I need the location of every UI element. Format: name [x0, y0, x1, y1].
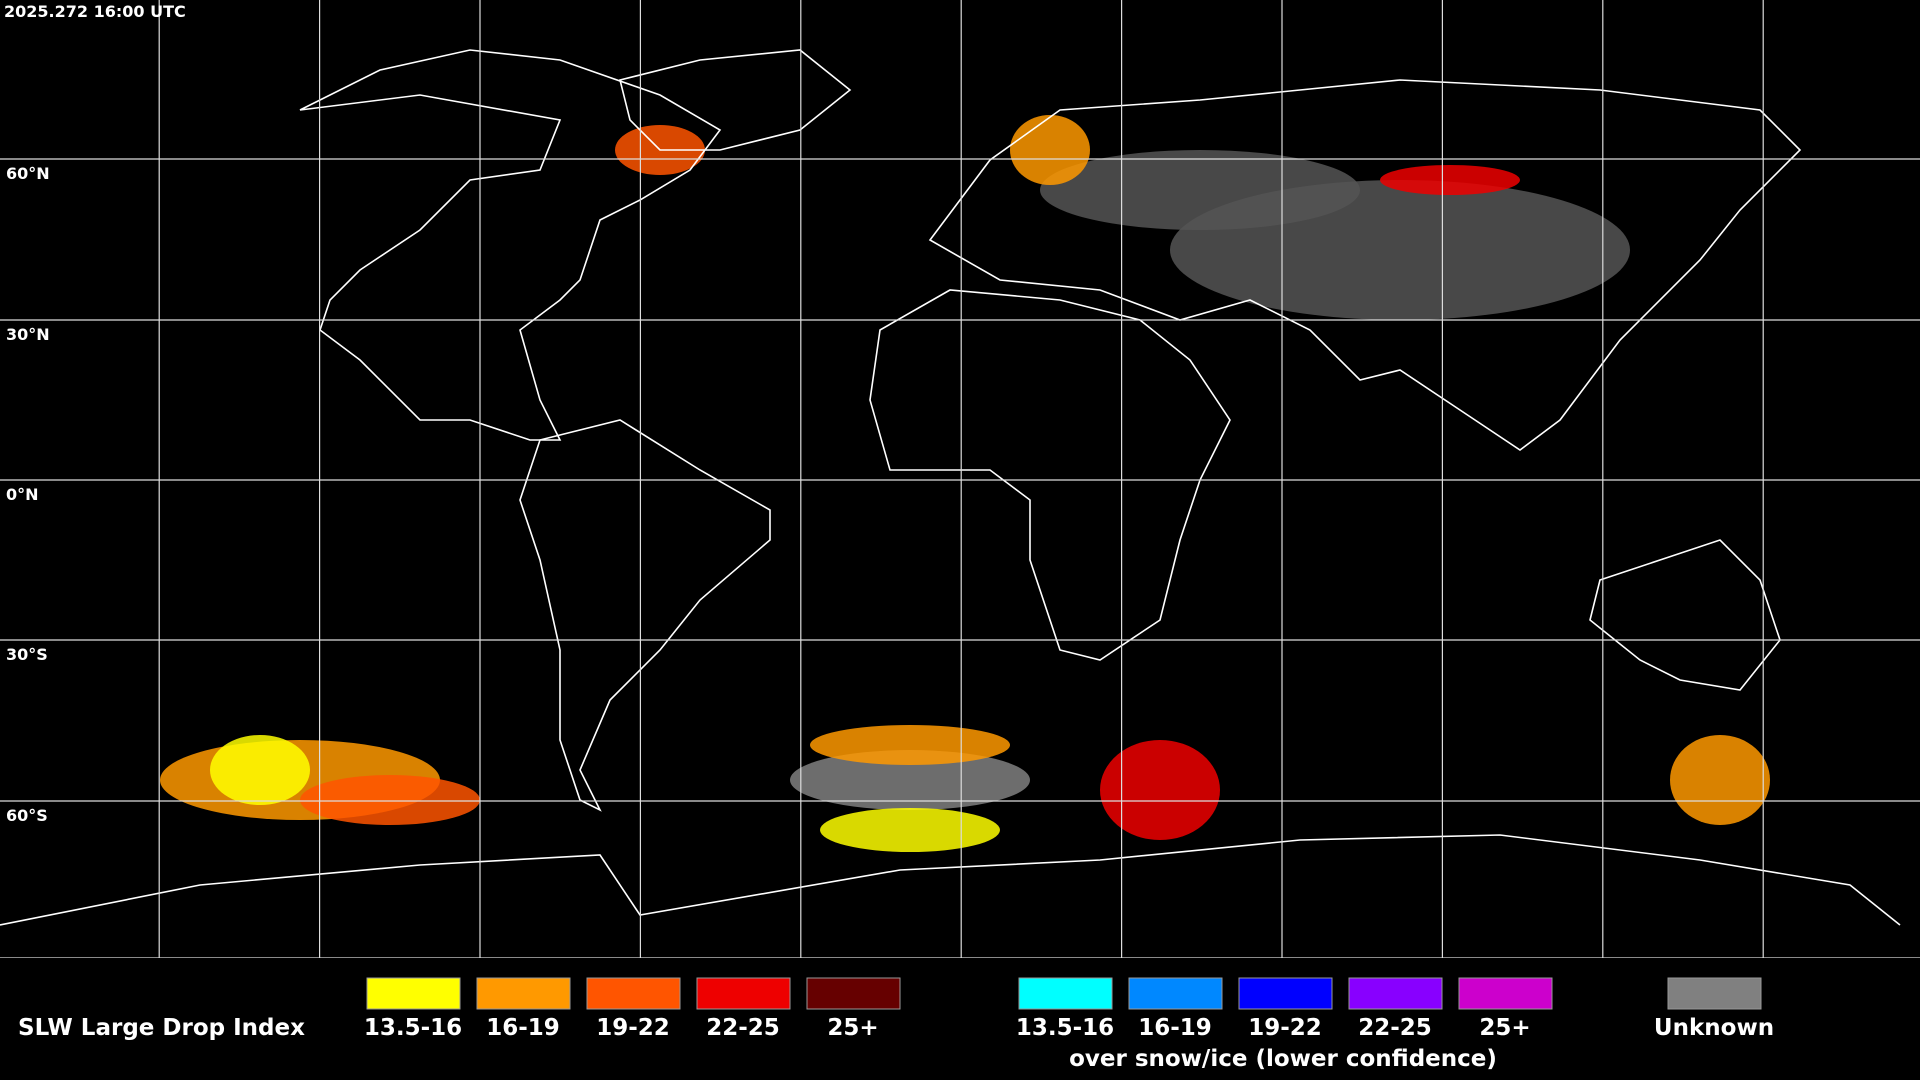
legend-label: 13.5-16: [364, 1015, 462, 1041]
lat-label: 30°S: [6, 645, 48, 664]
lat-label: 30°N: [6, 325, 50, 344]
cloud-field: [820, 808, 1000, 852]
cloud-field: [300, 775, 480, 825]
legend-label: Unknown: [1654, 1015, 1774, 1041]
cloud-field: [1010, 115, 1090, 185]
timestamp: 2025.272 16:00 UTC: [4, 2, 186, 21]
legend-title: SLW Large Drop Index: [18, 1015, 305, 1041]
legend-label: 19-22: [1248, 1015, 1322, 1041]
lat-label: 60°S: [6, 806, 48, 825]
legend-swatch: [1667, 977, 1762, 1010]
coastline-eurasia: [928, 79, 1802, 451]
legend-swatch: [1348, 977, 1443, 1010]
legend-panel: [0, 958, 1920, 1080]
legend-swatch: [806, 977, 901, 1010]
legend-swatch: [1018, 977, 1113, 1010]
legend-swatch: [696, 977, 791, 1010]
coastline-north-america: [299, 49, 722, 441]
latitude-labels: 60°N 30°N 0°N 30°S 60°S: [6, 164, 50, 825]
cloud-field: [810, 725, 1010, 765]
legend-swatch: [1458, 977, 1553, 1010]
cloud-field: [1040, 150, 1360, 230]
legend-swatch: [1238, 977, 1333, 1010]
legend-label: 25+: [1479, 1015, 1530, 1041]
legend-label: 16-19: [486, 1015, 560, 1041]
cloud-field: [1380, 165, 1520, 195]
legend-label: 22-25: [1358, 1015, 1432, 1041]
legend-swatch: [366, 977, 461, 1010]
cloud-field: [1670, 735, 1770, 825]
cloud-field: [790, 750, 1030, 810]
lat-label: 60°N: [6, 164, 50, 183]
legend-swatch: [1128, 977, 1223, 1010]
cloud-field: [1100, 740, 1220, 840]
legend-swatch: [476, 977, 571, 1010]
legend-swatch: [586, 977, 681, 1010]
legend: 13.5-16 16-19 19-22 22-25 25+ 13.5-16 16-19 19-…: [364, 977, 1774, 1041]
coastline-africa: [869, 289, 1231, 661]
legend-label: 16-19: [1138, 1015, 1212, 1041]
cloud-fields: [160, 115, 1770, 852]
cloud-field: [210, 735, 310, 805]
coastline-australia: [1589, 539, 1781, 691]
legend-label: 19-22: [596, 1015, 670, 1041]
legend-label: 25+: [827, 1015, 878, 1041]
lat-label: 0°N: [6, 485, 39, 504]
legend-label: 22-25: [706, 1015, 780, 1041]
legend-label: 13.5-16: [1016, 1015, 1114, 1041]
coastline-south-america: [519, 419, 771, 812]
snow-note: over snow/ice (lower confidence): [1069, 1046, 1497, 1072]
coastline-antarctica: [0, 834, 1901, 926]
